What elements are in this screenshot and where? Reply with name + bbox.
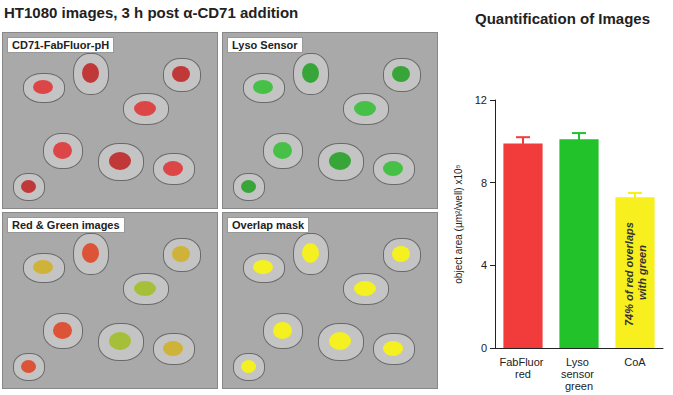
svg-text:with green: with green bbox=[636, 245, 648, 300]
svg-text:red: red bbox=[515, 368, 531, 380]
svg-text:object area (µm²/well) x10⁵: object area (µm²/well) x10⁵ bbox=[453, 164, 464, 283]
svg-text:0: 0 bbox=[481, 342, 487, 354]
html-text:HT1080 images, 3 h post α-CD71: HT1080 images, 3 h post α-CD71 addition bbox=[4, 4, 299, 21]
svg-text:Lyso: Lyso bbox=[566, 356, 592, 368]
svg-text:74% of red overlaps: 74% of red overlaps bbox=[623, 219, 635, 326]
html-text:Red & Green images: Red & Green images bbox=[12, 219, 120, 231]
html-text:CD71-FabFluor-pH: CD71-FabFluor-pH bbox=[12, 39, 110, 51]
svg-text:4: 4 bbox=[481, 259, 487, 271]
html-text:Lyso Sensor: Lyso Sensor bbox=[232, 39, 298, 51]
svg-text:8: 8 bbox=[481, 177, 487, 189]
html-text:Overlap mask: Overlap mask bbox=[232, 219, 305, 231]
svg-text:CoA: CoA bbox=[624, 356, 646, 368]
svg-text:12: 12 bbox=[475, 94, 487, 106]
svg-text:sensor: sensor bbox=[561, 368, 597, 380]
svg-text:Quantification of Images: Quantification of Images bbox=[475, 10, 650, 27]
svg-text:green: green bbox=[565, 380, 593, 392]
svg-text:FabFluor: FabFluor bbox=[499, 356, 546, 368]
